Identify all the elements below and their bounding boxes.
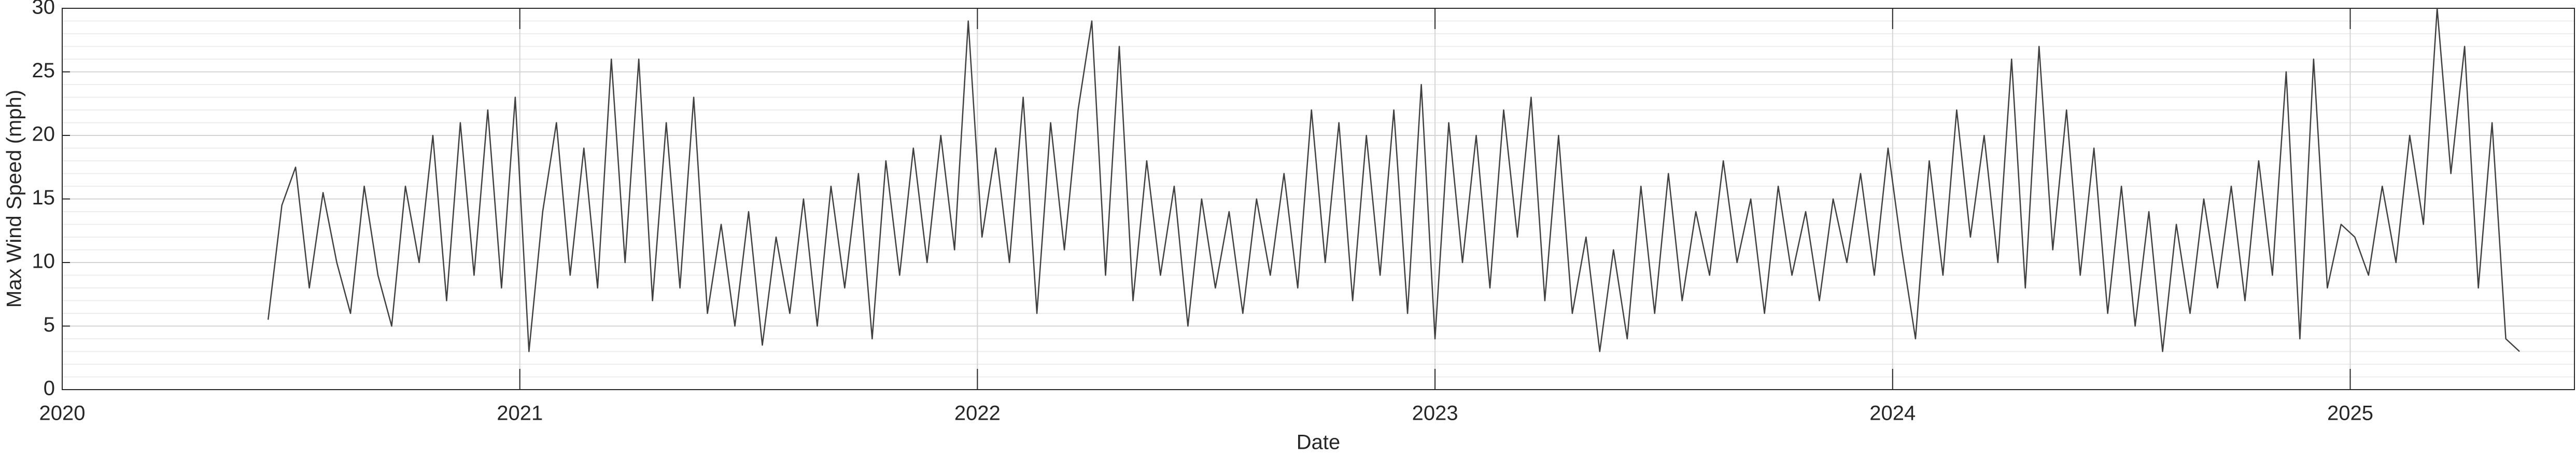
y-axis-label: Max Wind Speed (mph) [3, 90, 26, 308]
y-tick-label: 20 [32, 123, 55, 146]
x-tick-label: 2022 [954, 402, 1001, 425]
x-tick-label: 2021 [497, 402, 543, 425]
data-line [267, 7, 2520, 352]
y-tick-label: 10 [32, 250, 55, 273]
x-tick-label: 2020 [39, 402, 86, 425]
x-axis-label: Date [1297, 431, 1341, 454]
x-tick-label: 2024 [1869, 402, 1916, 425]
y-tick-label: 15 [32, 186, 55, 209]
y-tick-label: 5 [44, 313, 55, 336]
x-tick-label: 2023 [1412, 402, 1458, 425]
plot-frame [62, 8, 2575, 390]
y-tick-label: 30 [32, 0, 55, 19]
y-tick-label: 25 [32, 59, 55, 82]
y-tick-label: 0 [44, 377, 55, 400]
x-tick-label: 2025 [2327, 402, 2373, 425]
